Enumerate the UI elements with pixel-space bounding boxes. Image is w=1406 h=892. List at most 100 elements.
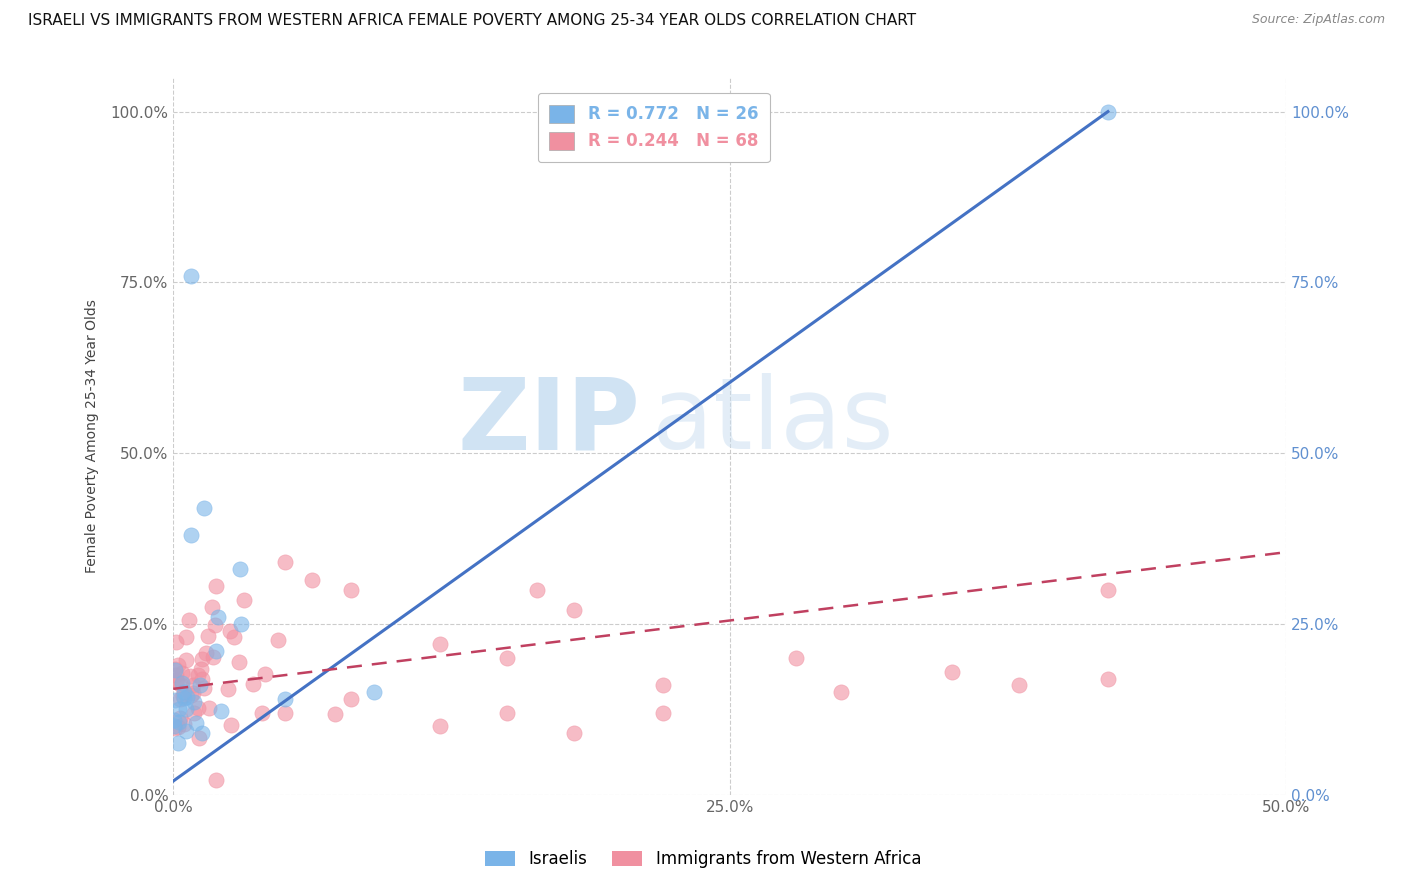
Point: [253, 666, 276, 681]
Point: [219, 718, 242, 732]
Point: [166, 674, 188, 689]
Point: [176, 690, 198, 704]
Point: [165, 721, 187, 735]
Point: [181, 678, 204, 692]
Point: [180, 528, 202, 542]
Legend: Israelis, Immigrants from Western Africa: Israelis, Immigrants from Western Africa: [478, 844, 928, 875]
Point: [191, 726, 214, 740]
Point: [173, 685, 195, 699]
Point: [562, 726, 585, 740]
Point: [228, 655, 250, 669]
Point: [163, 693, 186, 707]
Point: [1008, 678, 1031, 692]
Point: [217, 681, 239, 696]
Point: [301, 574, 323, 588]
Point: [167, 701, 190, 715]
Point: [169, 711, 191, 725]
Y-axis label: Female Poverty Among 25-34 Year Olds: Female Poverty Among 25-34 Year Olds: [86, 299, 100, 573]
Point: [165, 668, 187, 682]
Point: [163, 713, 186, 727]
Point: [207, 610, 229, 624]
Point: [830, 685, 852, 699]
Point: [340, 692, 363, 706]
Point: [941, 665, 963, 679]
Point: [173, 716, 195, 731]
Point: [219, 624, 242, 638]
Point: [1097, 582, 1119, 597]
Point: [191, 672, 214, 686]
Point: [176, 630, 198, 644]
Point: [173, 690, 195, 705]
Point: [204, 618, 226, 632]
Point: [1097, 672, 1119, 686]
Point: [651, 706, 673, 720]
Point: [167, 657, 190, 672]
Point: [197, 629, 219, 643]
Point: [267, 633, 290, 648]
Text: atlas: atlas: [652, 373, 893, 470]
Text: ISRAELI VS IMMIGRANTS FROM WESTERN AFRICA FEMALE POVERTY AMONG 25-34 YEAR OLDS C: ISRAELI VS IMMIGRANTS FROM WESTERN AFRIC…: [28, 13, 917, 29]
Point: [229, 562, 252, 576]
Point: [180, 688, 202, 702]
Point: [174, 702, 197, 716]
Point: [188, 731, 211, 745]
Text: ZIP: ZIP: [458, 373, 641, 470]
Point: [363, 685, 385, 699]
Point: [1097, 104, 1119, 119]
Point: [273, 692, 295, 706]
Point: [193, 500, 215, 515]
Point: [166, 736, 188, 750]
Point: [651, 678, 673, 692]
Point: [163, 719, 186, 733]
Point: [205, 644, 228, 658]
Point: [163, 663, 186, 677]
Point: [179, 613, 201, 627]
Point: [183, 695, 205, 709]
Point: [180, 268, 202, 283]
Point: [323, 707, 346, 722]
Point: [165, 662, 187, 676]
Point: [170, 676, 193, 690]
Point: [165, 673, 187, 687]
Point: [187, 700, 209, 714]
Point: [252, 706, 274, 720]
Text: Source: ZipAtlas.com: Source: ZipAtlas.com: [1251, 13, 1385, 27]
Point: [496, 706, 519, 720]
Point: [193, 681, 215, 696]
Point: [526, 583, 548, 598]
Point: [188, 678, 211, 692]
Point: [179, 669, 201, 683]
Point: [190, 662, 212, 676]
Point: [191, 652, 214, 666]
Point: [340, 582, 363, 597]
Point: [209, 704, 232, 718]
Point: [562, 603, 585, 617]
Point: [198, 700, 221, 714]
Point: [174, 653, 197, 667]
Point: [166, 720, 188, 734]
Point: [183, 706, 205, 721]
Point: [205, 773, 228, 788]
Legend: R = 0.772   N = 26, R = 0.244   N = 68: R = 0.772 N = 26, R = 0.244 N = 68: [537, 93, 770, 162]
Point: [205, 579, 228, 593]
Point: [496, 651, 519, 665]
Point: [231, 616, 253, 631]
Point: [195, 646, 218, 660]
Point: [174, 724, 197, 739]
Point: [201, 599, 224, 614]
Point: [429, 637, 451, 651]
Point: [169, 691, 191, 706]
Point: [242, 677, 264, 691]
Point: [224, 630, 246, 644]
Point: [170, 666, 193, 681]
Point: [165, 635, 187, 649]
Point: [172, 689, 194, 703]
Point: [201, 650, 224, 665]
Point: [170, 678, 193, 692]
Point: [274, 706, 297, 720]
Point: [169, 715, 191, 730]
Point: [187, 668, 209, 682]
Point: [186, 715, 208, 730]
Point: [232, 593, 254, 607]
Point: [273, 556, 295, 570]
